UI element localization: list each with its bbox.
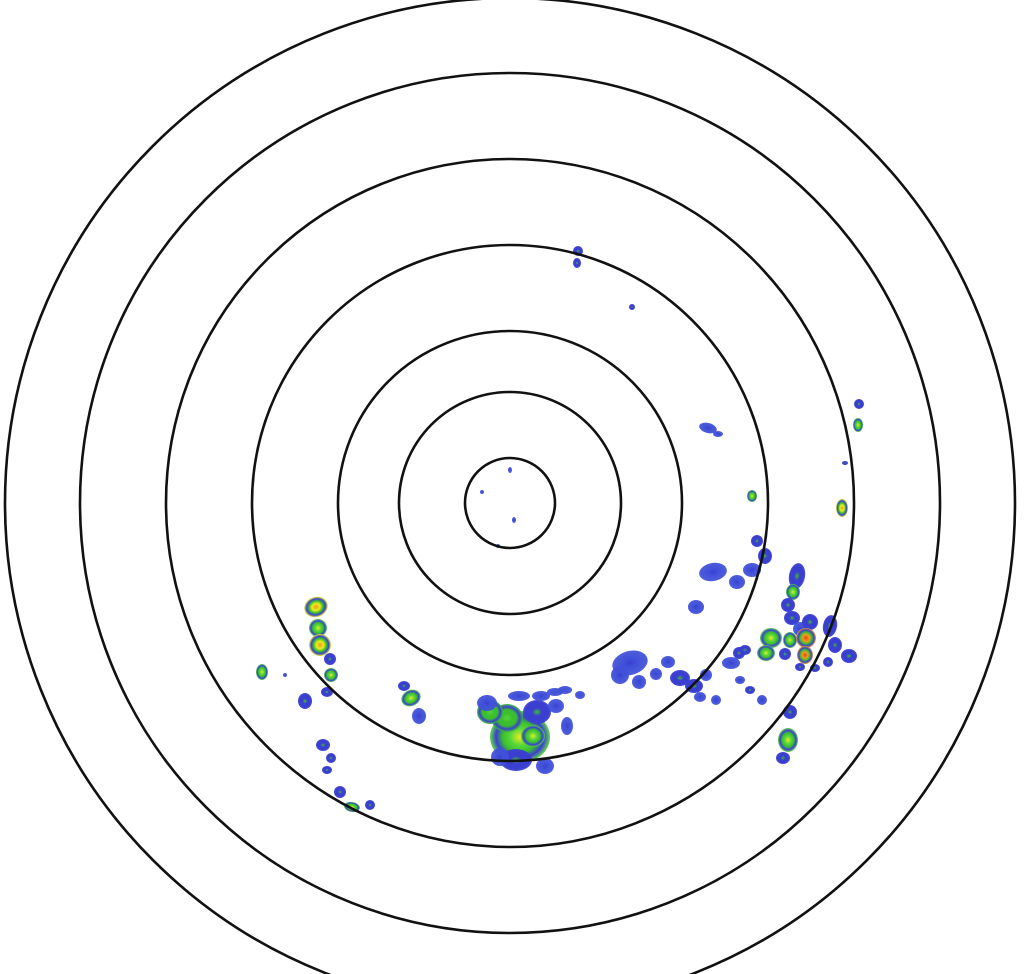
echo-right-lower-3: [735, 676, 745, 684]
echo-mid-blue-11: [722, 657, 740, 669]
echo-mid-blue-13: [688, 600, 704, 614]
range-ring-2: [397, 390, 623, 616]
echo-right-chain-1: [788, 563, 806, 589]
echo-mid-blue-4: [650, 668, 662, 680]
echo-right-chain-22: [776, 752, 790, 764]
echo-mid-blue-16: [743, 563, 761, 577]
echo-right-chain-3: [781, 598, 795, 612]
echo-ll-dot-7: [365, 800, 375, 810]
echo-right-chain-19: [795, 663, 805, 671]
echo-main-edge-2: [548, 699, 564, 713]
echo-mid-blue-9: [694, 692, 706, 702]
echo-mid-blue-2: [611, 666, 629, 684]
echo-right-chain-7: [779, 648, 791, 660]
echo-right-chain-4: [784, 611, 800, 625]
echo-left-chain-c: [309, 634, 331, 656]
range-ring-7: [3, 0, 1017, 974]
echo-main-tail-1: [558, 686, 572, 694]
echo-mid-blue-14: [699, 562, 727, 582]
echo-mid-blue-6: [670, 670, 690, 686]
echo-speck-center-b: [480, 490, 484, 494]
echo-ur-dot-2: [573, 258, 581, 268]
echo-main-edge-5: [536, 758, 554, 774]
echo-main-edge-3: [532, 691, 550, 701]
echo-ur-dot-4: [854, 399, 864, 409]
echo-right-chain-16: [841, 649, 857, 663]
radar-echo-layer: [256, 246, 864, 813]
echo-left-chain-d: [324, 653, 336, 665]
echo-right-chain-11: [760, 628, 782, 648]
echo-ur-dot-9: [699, 422, 717, 434]
echo-main-core-5: [523, 700, 551, 724]
echo-mid-blue-10: [711, 695, 721, 705]
echo-main-core-2: [521, 725, 545, 747]
echo-right-chain-9: [796, 628, 816, 648]
echo-right-chain-10: [797, 646, 813, 664]
range-ring-4: [250, 243, 770, 763]
echo-mid-blue-8: [700, 669, 712, 681]
echo-left-chain-e: [324, 668, 338, 682]
echo-ll-dot-1: [256, 664, 268, 680]
echo-right-chain-8: [802, 614, 818, 630]
echo-ur-dot-5: [853, 418, 863, 432]
echo-main-edge-6: [491, 748, 509, 766]
echo-right-chain-13: [739, 645, 751, 655]
echo-mid-blue-5: [661, 656, 675, 668]
echo-ll-dot-3: [298, 693, 312, 709]
range-ring-6: [78, 71, 942, 935]
echo-main-edge-7: [561, 717, 573, 735]
echo-speck-center-c: [512, 517, 516, 523]
range-ring-layer: [3, 0, 1017, 974]
echo-ll-dot-2: [283, 673, 287, 677]
echo-main-tail-2: [575, 691, 585, 699]
echo-ll-dot-4: [322, 766, 332, 774]
echo-right-lower-1: [745, 686, 755, 694]
echo-main-edge-4: [508, 691, 530, 701]
echo-mid-blue-18: [751, 535, 763, 547]
echo-left-chain-a: [304, 596, 328, 618]
echo-ll-dot-8: [401, 689, 421, 707]
echo-right-chain-2: [786, 584, 800, 600]
echo-mid-blue-15: [729, 575, 745, 589]
range-ring-5: [164, 157, 856, 849]
echo-left-chain-g: [316, 739, 330, 751]
echo-ll-dot-10: [398, 681, 410, 691]
echo-mid-blue-3: [632, 675, 646, 689]
echo-right-chain-15: [828, 637, 842, 653]
echo-ur-dot-7: [836, 499, 848, 517]
echo-ur-dot-8: [747, 490, 757, 502]
echo-right-chain-20: [783, 705, 797, 719]
echo-right-chain-21: [778, 728, 798, 752]
range-ring-1: [463, 456, 557, 550]
echo-speck-center-a: [508, 467, 512, 473]
echo-main-edge-1: [477, 695, 497, 711]
echo-right-chain-17: [823, 657, 833, 667]
echo-ll-dot-9: [412, 708, 426, 724]
echo-ur-dot-6: [842, 461, 848, 465]
range-ring-3: [336, 329, 684, 677]
echo-left-chain-h: [326, 753, 336, 763]
echo-right-chain-12: [757, 645, 775, 661]
echo-left-chain-b: [309, 619, 327, 637]
echo-right-lower-2: [757, 695, 767, 705]
echo-ur-dot-10: [713, 431, 723, 437]
echo-ur-dot-3: [629, 304, 635, 310]
echo-ll-dot-5: [334, 786, 346, 798]
echo-right-chain-6: [783, 632, 797, 648]
